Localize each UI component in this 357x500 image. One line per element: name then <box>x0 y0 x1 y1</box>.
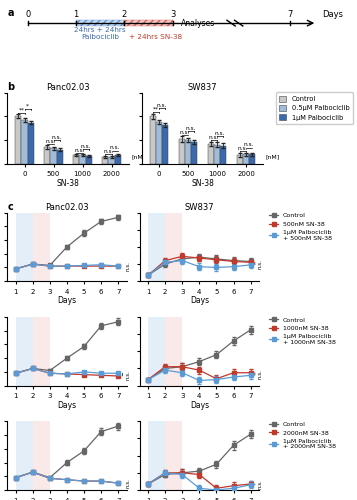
Bar <box>27 122 34 164</box>
Bar <box>237 155 243 164</box>
Bar <box>109 156 115 164</box>
Bar <box>86 156 92 164</box>
Text: c: c <box>7 202 13 211</box>
Title: Panc02.03: Panc02.03 <box>45 203 89 212</box>
Bar <box>44 147 50 164</box>
Bar <box>220 146 226 164</box>
Bar <box>165 212 182 281</box>
Text: n.s.: n.s. <box>157 103 167 108</box>
Text: n.s.: n.s. <box>125 370 130 380</box>
Text: n.s.: n.s. <box>45 138 56 143</box>
Bar <box>16 212 33 281</box>
Text: n.s.: n.s. <box>257 480 262 490</box>
Text: n.s.: n.s. <box>238 146 248 151</box>
Text: n.s.: n.s. <box>180 130 190 134</box>
Text: n.s.: n.s. <box>257 258 262 268</box>
Text: **: ** <box>19 108 25 113</box>
Text: [nM]: [nM] <box>131 154 146 160</box>
Bar <box>148 422 165 490</box>
Bar <box>21 120 27 164</box>
Bar <box>208 144 214 164</box>
X-axis label: SN-38: SN-38 <box>191 179 214 188</box>
Text: n.s.: n.s. <box>215 131 225 136</box>
Bar <box>115 155 121 164</box>
Text: Days: Days <box>322 10 343 20</box>
Bar <box>33 317 50 386</box>
X-axis label: Days: Days <box>57 400 76 409</box>
Bar <box>148 317 165 386</box>
Text: 1: 1 <box>74 10 79 20</box>
Text: n.s.: n.s. <box>209 135 219 140</box>
Title: SW837: SW837 <box>185 203 214 212</box>
Bar <box>214 145 220 164</box>
Bar <box>165 422 182 490</box>
Title: Panc02.03: Panc02.03 <box>46 83 90 92</box>
Text: b: b <box>7 82 14 92</box>
Bar <box>185 140 191 164</box>
Text: *: * <box>26 104 29 109</box>
X-axis label: SN-38: SN-38 <box>57 179 80 188</box>
Bar <box>56 150 63 164</box>
Bar <box>74 155 80 164</box>
Text: n.s.: n.s. <box>244 142 255 148</box>
X-axis label: Days: Days <box>57 296 76 305</box>
X-axis label: Days: Days <box>190 400 209 409</box>
Bar <box>191 142 197 164</box>
Text: 7: 7 <box>287 10 292 20</box>
Bar <box>165 317 182 386</box>
Bar <box>15 116 21 164</box>
FancyBboxPatch shape <box>124 20 172 26</box>
Text: a: a <box>7 8 14 18</box>
Bar <box>156 122 162 164</box>
Text: n.s.: n.s. <box>74 148 85 152</box>
Text: [nM]: [nM] <box>266 154 280 160</box>
Bar <box>16 422 33 490</box>
Legend: Control, 0.5μM Palbociclib, 1μM Palbociclib: Control, 0.5μM Palbociclib, 1μM Palbocic… <box>276 92 353 124</box>
Text: n.s.: n.s. <box>186 126 196 131</box>
Text: n.s.: n.s. <box>125 478 130 488</box>
Bar <box>150 116 156 164</box>
Bar <box>148 212 165 281</box>
Text: n.s.: n.s. <box>109 146 120 150</box>
Bar <box>162 125 168 164</box>
Text: n.s.: n.s. <box>80 144 91 149</box>
Text: Analyses: Analyses <box>181 18 215 28</box>
Text: n.s.: n.s. <box>125 261 130 271</box>
Bar <box>33 422 50 490</box>
Legend: Control, 1000nM SN-38, 1μM Palbociclib
+ 1000nM SN-38: Control, 1000nM SN-38, 1μM Palbociclib +… <box>269 316 337 346</box>
Text: 0: 0 <box>25 10 30 20</box>
Text: n.s.: n.s. <box>257 369 262 379</box>
Bar <box>249 154 255 164</box>
Text: **: ** <box>153 107 159 112</box>
Legend: Control, 500nM SN-38, 1μM Palbociclib
+ 500nM SN-38: Control, 500nM SN-38, 1μM Palbociclib + … <box>269 212 333 242</box>
Title: SW837: SW837 <box>188 83 217 92</box>
Text: + 24hrs SN-38: + 24hrs SN-38 <box>129 34 182 40</box>
Bar <box>33 212 50 281</box>
Bar <box>102 156 109 164</box>
Bar <box>50 148 56 164</box>
Bar <box>80 155 86 164</box>
Text: 24hrs + 24hrs
Palbociclib: 24hrs + 24hrs Palbociclib <box>74 27 126 40</box>
Text: 3: 3 <box>170 10 175 20</box>
Bar <box>179 139 185 164</box>
Bar <box>243 154 249 164</box>
Legend: Control, 2000nM SN-38, 1μM Palbociclib
+ 2000nM SN-38: Control, 2000nM SN-38, 1μM Palbociclib +… <box>269 421 337 450</box>
Text: n.s.: n.s. <box>103 149 114 154</box>
Bar <box>16 317 33 386</box>
Text: 2: 2 <box>122 10 127 20</box>
Text: n.s.: n.s. <box>51 135 62 140</box>
FancyBboxPatch shape <box>76 20 124 26</box>
X-axis label: Days: Days <box>190 296 209 305</box>
